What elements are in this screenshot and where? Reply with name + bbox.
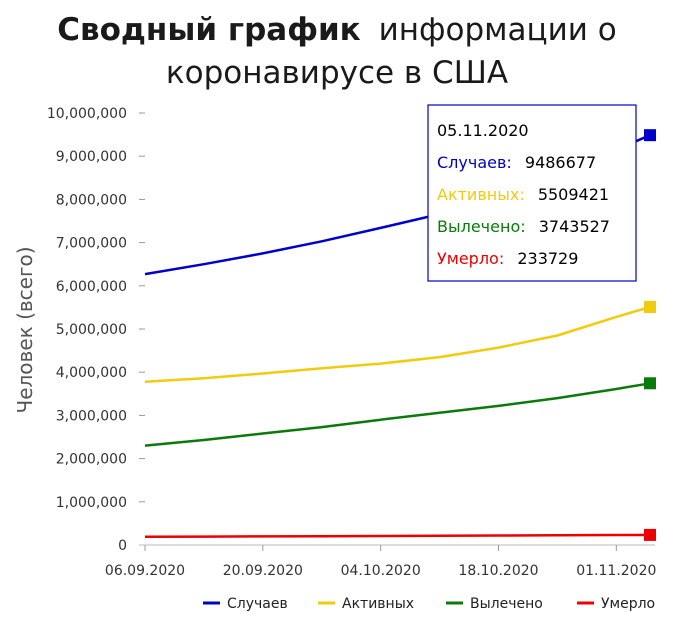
y-tick-label: 7,000,000 <box>56 236 127 252</box>
legend-label[interactable]: Случаев <box>227 596 288 612</box>
legend-label[interactable]: Активных <box>342 596 414 612</box>
y-tick-label: 2,000,000 <box>56 452 127 468</box>
y-tick-label: 4,000,000 <box>56 365 127 381</box>
tooltip-deaths-value: 233729 <box>517 249 578 268</box>
x-tick-label: 01.11.2020 <box>576 563 656 579</box>
series-end-marker-3[interactable] <box>644 528 656 541</box>
tooltip-cases-value: 9486677 <box>525 153 596 172</box>
y-tick-label: 5,000,000 <box>56 322 127 338</box>
tooltip-row-deaths: Умерло: 233729 <box>437 249 578 268</box>
series-end-marker-0[interactable] <box>644 129 656 142</box>
legend-label[interactable]: Умерло <box>601 596 655 612</box>
tooltip: 05.11.2020 Случаев: 9486677 Активных: 55… <box>427 104 637 282</box>
y-tick-label: 10,000,000 <box>47 106 127 122</box>
chart-title-line-2: коронавирусе в США <box>166 55 508 91</box>
series-line-3 <box>144 533 651 539</box>
y-tick-label: 9,000,000 <box>56 149 127 165</box>
tooltip-active-label: Активных: <box>437 185 525 204</box>
tooltip-recovered-value: 3743527 <box>539 217 610 236</box>
y-tick-label: 1,000,000 <box>56 495 127 511</box>
y-tick-label: 0 <box>118 538 127 554</box>
chart-title-bold: Сводный график <box>57 12 361 48</box>
y-tick-label: 3,000,000 <box>56 408 127 424</box>
tooltip-row-cases: Случаев: 9486677 <box>437 153 596 172</box>
y-tick-label: 6,000,000 <box>56 279 127 295</box>
x-tick-label: 04.10.2020 <box>341 563 421 579</box>
y-tick-label: 8,000,000 <box>56 192 127 208</box>
series-end-marker-1[interactable] <box>644 300 656 313</box>
x-tick-label: 18.10.2020 <box>458 563 538 579</box>
tooltip-row-recovered: Вылечено: 3743527 <box>437 217 610 236</box>
legend: Случаев Активных Вылечено Умерло <box>203 596 655 612</box>
x-tick-label: 20.09.2020 <box>223 563 303 579</box>
legend-label[interactable]: Вылечено <box>470 596 543 612</box>
series-line-2 <box>144 382 651 447</box>
tooltip-date: 05.11.2020 <box>437 121 529 140</box>
tooltip-active-value: 5509421 <box>538 185 609 204</box>
tooltip-deaths-label: Умерло: <box>437 249 504 268</box>
tooltip-box <box>427 104 637 282</box>
series-line-1 <box>144 305 651 383</box>
y-axis: 0 1,000,000 2,000,000 3,000,000 4,000,000 5,0… <box>47 106 655 554</box>
series-end-marker-2[interactable] <box>644 377 656 390</box>
tooltip-cases-label: Случаев: <box>437 153 512 172</box>
x-tick-label: 06.09.2020 <box>105 563 185 579</box>
end-markers <box>644 129 656 541</box>
x-axis: 06.09.2020 20.09.2020 04.10.2020 18.10.2020… <box>105 545 656 579</box>
chart-title-rest: информации о <box>379 12 617 48</box>
y-axis-label: Человек (всего) <box>13 246 37 413</box>
tooltip-recovered-label: Вылечено: <box>437 217 526 236</box>
tooltip-row-active: Активных: 5509421 <box>437 185 609 204</box>
chart-title: Сводный график информации о <box>57 12 617 48</box>
